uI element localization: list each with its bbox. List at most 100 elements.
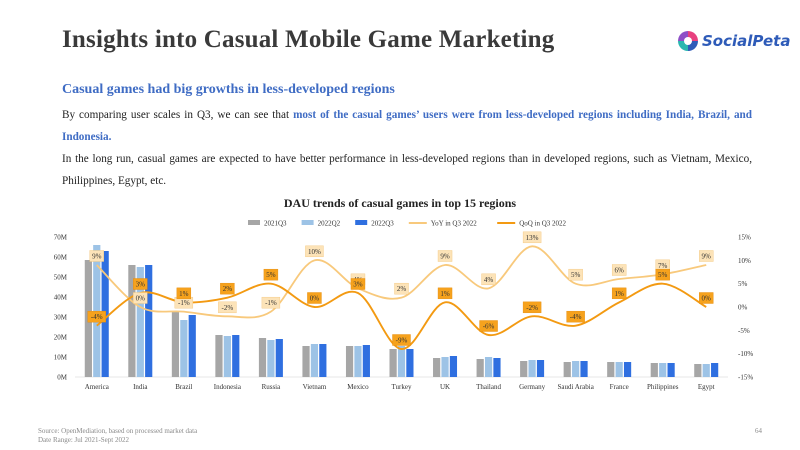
y-right-tick-label: -5% [738, 327, 750, 335]
x-tick-label: Russia [262, 383, 282, 391]
legend-label: 2022Q2 [318, 220, 341, 228]
y-left-tick-label: 40M [54, 294, 68, 302]
bar-2022q2 [528, 360, 536, 377]
data-label: 2% [397, 285, 407, 293]
legend-label: QoQ in Q3 2022 [519, 220, 566, 228]
bar-2021q3 [563, 362, 571, 377]
bar-2021q3 [215, 335, 223, 377]
x-tick-label: UK [440, 383, 450, 391]
data-label-box [522, 301, 542, 314]
bar-2022q3 [536, 360, 545, 377]
legend-swatch [355, 220, 368, 225]
bar-2022q2 [136, 267, 144, 377]
legend-swatch [248, 220, 260, 225]
bar-2022q2 [441, 357, 449, 377]
x-tick-label: Germany [519, 383, 546, 391]
bar-2022q3 [406, 349, 414, 377]
bar-2021q3 [476, 359, 484, 377]
data-label-box [392, 334, 411, 346]
bar-2022q3 [667, 363, 675, 377]
x-tick-label: America [85, 383, 110, 391]
data-label-box [568, 268, 583, 281]
data-label: 9% [440, 253, 450, 261]
data-label-box [611, 264, 627, 276]
logo-text: SocialPeta [702, 32, 791, 50]
bar-2021q3 [128, 265, 136, 377]
data-label: 1% [179, 290, 189, 298]
data-label: 13% [526, 234, 539, 242]
x-tick-label: Vietnam [303, 383, 327, 391]
bar-2022q2 [267, 340, 275, 377]
bar-2021q3 [345, 346, 354, 377]
bar-2021q3 [302, 346, 310, 377]
y-left-tick-label: 10M [54, 354, 68, 362]
data-label: 6% [614, 267, 624, 275]
x-tick-label: Egypt [698, 383, 715, 391]
bar-2022q2 [310, 344, 319, 377]
bar-2022q3 [275, 339, 283, 377]
data-label-box [481, 273, 496, 286]
data-label-box [263, 268, 279, 281]
data-label-box [218, 301, 237, 314]
data-label: 7% [658, 262, 668, 270]
x-tick-label: Thailand [476, 383, 501, 391]
source-note: Source: OpenMediation, based on processe… [38, 427, 198, 435]
data-label: 0% [136, 295, 146, 303]
bar-2021q3 [389, 349, 397, 377]
data-label: 10% [308, 248, 321, 256]
socialpeta-logo-icon [678, 31, 698, 51]
x-tick-label: Brazil [175, 383, 192, 391]
data-label: -6% [483, 323, 495, 331]
bar-2022q3 [493, 358, 501, 377]
bar-2021q3 [433, 358, 441, 377]
bar-2022q2 [615, 362, 623, 377]
data-label-box [220, 282, 235, 295]
data-label-box [176, 287, 192, 300]
bar-2022q2 [223, 336, 231, 377]
bar-2022q2 [484, 357, 493, 377]
chart-title: DAU trends of casual games in top 15 reg… [283, 196, 517, 210]
data-label-box [437, 250, 453, 262]
data-label-box [261, 296, 281, 309]
legend-label: YoY in Q3 2022 [431, 220, 477, 228]
y-right-tick-label: 15% [738, 234, 751, 242]
x-tick-label: Mexico [347, 383, 369, 391]
data-label: -9% [396, 337, 408, 345]
x-tick-label: Philippines [647, 383, 679, 391]
y-left-tick-label: 70M [54, 234, 68, 242]
y-left-tick-label: 0M [57, 374, 68, 382]
data-label: 0% [310, 295, 320, 303]
data-label-box [566, 310, 585, 323]
bar-2022q3 [145, 265, 153, 377]
paragraph-1: By comparing user scales in Q3, we can s… [62, 104, 752, 148]
bar-2022q3 [232, 335, 240, 377]
bar-2022q3 [188, 315, 196, 377]
data-label-box [394, 282, 409, 295]
bar-2022q3 [362, 345, 370, 377]
data-label: 5% [658, 271, 668, 279]
x-tick-label: Turkey [392, 383, 412, 391]
data-label-box [611, 287, 627, 300]
bar-2022q3 [623, 362, 632, 377]
page-title: Insights into Casual Mobile Game Marketi… [62, 26, 555, 53]
data-label-box [87, 310, 106, 323]
bar-2022q3 [449, 356, 458, 377]
y-left-tick-label: 60M [54, 254, 68, 262]
bar-2021q3 [171, 312, 180, 377]
y-right-tick-label: 10% [738, 257, 751, 265]
data-label-box [479, 320, 498, 332]
legend-label: 2021Q3 [264, 220, 287, 228]
x-tick-label: Indonesia [214, 383, 242, 391]
bar-2022q3 [319, 344, 327, 377]
data-label: -4% [91, 313, 103, 321]
data-label-box [699, 250, 714, 262]
bar-2022q2 [397, 346, 406, 377]
y-right-tick-label: -15% [738, 374, 753, 382]
data-label-box [307, 292, 322, 304]
data-label-box [522, 231, 542, 244]
data-label: -1% [178, 299, 190, 307]
data-label: 3% [136, 281, 146, 289]
data-label: 1% [440, 290, 450, 298]
y-right-tick-label: 0% [738, 304, 748, 312]
bar-2022q2 [180, 320, 188, 377]
